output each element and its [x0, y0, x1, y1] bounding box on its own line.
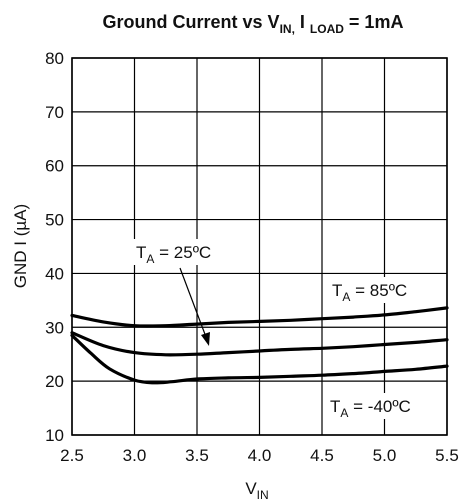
annotation-25c-arrowhead — [201, 332, 210, 346]
x-tick-label: 4.0 — [248, 446, 272, 465]
chart-title: Ground Current vs VIN, I LOAD = 1mA — [103, 12, 404, 36]
y-tick-label: 20 — [45, 372, 64, 391]
y-tick-label: 40 — [45, 264, 64, 283]
annotation-minus40c-bg — [326, 393, 440, 419]
annotation-85c-bg — [328, 277, 440, 303]
y-tick-labels: 10 20 30 40 50 60 70 80 — [45, 49, 64, 445]
y-tick-label: 50 — [45, 211, 64, 230]
x-tick-label: 5.5 — [435, 446, 459, 465]
series-layer — [70, 306, 449, 385]
x-tick-labels: 2.5 3.0 3.5 4.0 4.5 5.0 5.5 — [60, 446, 459, 465]
series-line-minus40c — [70, 333, 449, 385]
x-tick-label: 4.5 — [310, 446, 334, 465]
y-tick-label: 70 — [45, 103, 64, 122]
plot-frame — [71, 57, 448, 436]
x-tick-label: 3.5 — [185, 446, 209, 465]
annotation-25c-arrow — [179, 267, 207, 338]
x-tick-label: 3.0 — [123, 446, 147, 465]
annotation-85c: TA = 85ºC — [332, 281, 407, 304]
x-axis-label: VIN — [245, 479, 268, 502]
grid-lines — [71, 57, 448, 436]
y-axis-label: GND I (µA) — [11, 204, 30, 288]
series-line-25c — [70, 331, 449, 357]
annotation-25c-bg — [132, 239, 242, 265]
annotation-25c: TA = 25ºC — [136, 243, 211, 266]
annotation-minus40c: TA = -40ºC — [330, 397, 411, 420]
y-tick-label: 80 — [45, 49, 64, 68]
x-tick-label: 2.5 — [60, 446, 84, 465]
y-tick-label: 30 — [45, 318, 64, 337]
y-tick-label: 10 — [45, 426, 64, 445]
series-line-85c — [70, 306, 449, 328]
y-tick-label: 60 — [45, 157, 64, 176]
x-tick-label: 5.0 — [373, 446, 397, 465]
